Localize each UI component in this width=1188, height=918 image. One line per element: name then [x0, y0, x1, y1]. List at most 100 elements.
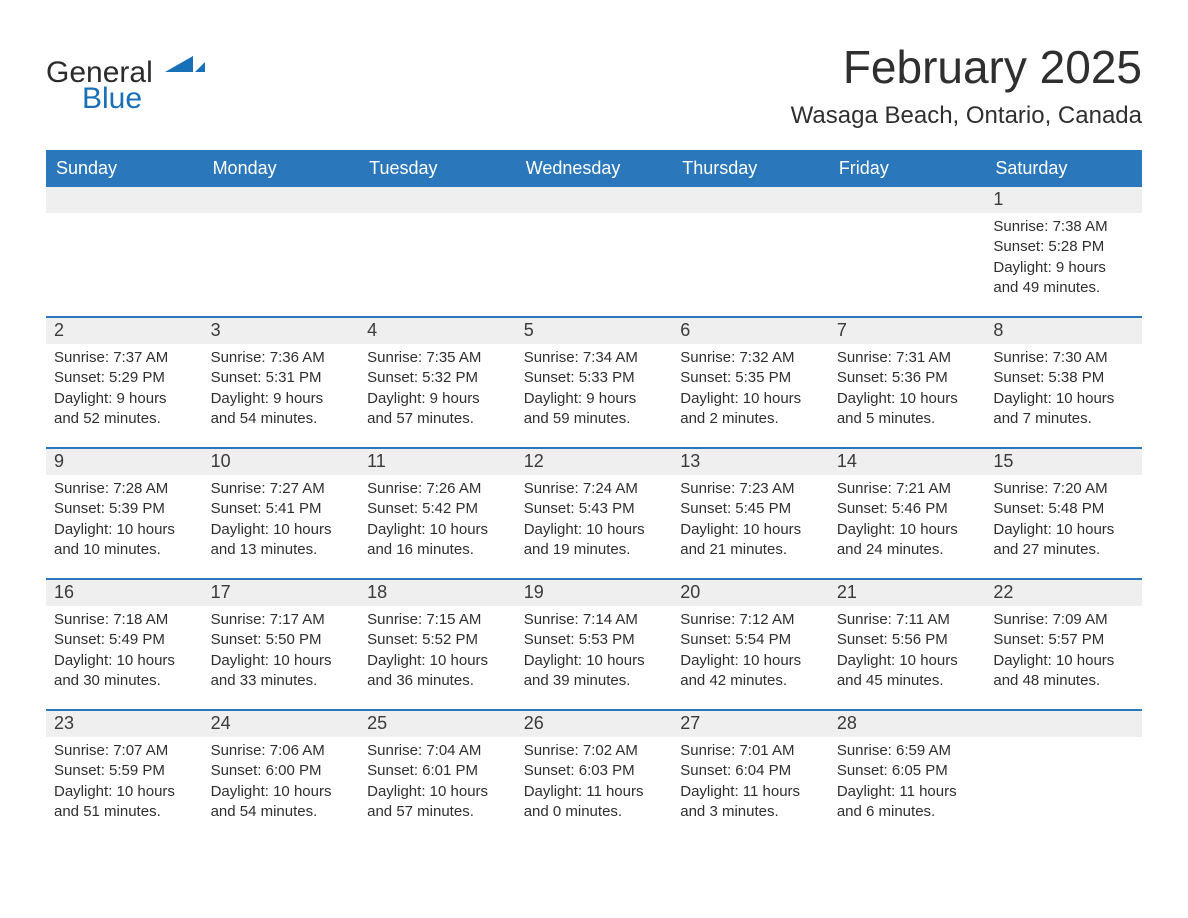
calendar-cell: 11Sunrise: 7:26 AMSunset: 5:42 PMDayligh…	[359, 449, 516, 579]
sunset-text: Sunset: 5:54 PM	[680, 630, 821, 650]
calendar-cell: 28Sunrise: 6:59 AMSunset: 6:05 PMDayligh…	[829, 711, 986, 841]
daylight-text: Daylight: 9 hours and 52 minutes.	[54, 389, 195, 430]
calendar-cell: 13Sunrise: 7:23 AMSunset: 5:45 PMDayligh…	[672, 449, 829, 579]
calendar-cell: 21Sunrise: 7:11 AMSunset: 5:56 PMDayligh…	[829, 580, 986, 710]
sunset-text: Sunset: 5:39 PM	[54, 499, 195, 519]
sunset-text: Sunset: 5:57 PM	[993, 630, 1134, 650]
calendar-cell	[829, 187, 986, 317]
day-number	[516, 187, 673, 213]
sunrise-text: Sunrise: 7:37 AM	[54, 348, 195, 368]
day-number: 14	[829, 449, 986, 475]
day-number: 16	[46, 580, 203, 606]
calendar-cell: 10Sunrise: 7:27 AMSunset: 5:41 PMDayligh…	[203, 449, 360, 579]
sunrise-text: Sunrise: 7:28 AM	[54, 479, 195, 499]
daylight-text: Daylight: 10 hours and 2 minutes.	[680, 389, 821, 430]
day-number: 11	[359, 449, 516, 475]
sunrise-text: Sunrise: 7:38 AM	[993, 217, 1134, 237]
title-block: February 2025 Wasaga Beach, Ontario, Can…	[791, 40, 1142, 142]
day-number: 8	[985, 318, 1142, 344]
sunset-text: Sunset: 5:29 PM	[54, 368, 195, 388]
day-details	[203, 213, 360, 293]
calendar-cell: 24Sunrise: 7:06 AMSunset: 6:00 PMDayligh…	[203, 711, 360, 841]
day-details: Sunrise: 7:15 AMSunset: 5:52 PMDaylight:…	[359, 606, 516, 701]
day-details	[672, 213, 829, 293]
day-details: Sunrise: 7:09 AMSunset: 5:57 PMDaylight:…	[985, 606, 1142, 701]
day-details: Sunrise: 7:32 AMSunset: 5:35 PMDaylight:…	[672, 344, 829, 439]
day-number: 4	[359, 318, 516, 344]
calendar-table: SundayMondayTuesdayWednesdayThursdayFrid…	[46, 150, 1142, 841]
sunset-text: Sunset: 5:43 PM	[524, 499, 665, 519]
day-details: Sunrise: 7:17 AMSunset: 5:50 PMDaylight:…	[203, 606, 360, 701]
calendar-week: 2Sunrise: 7:37 AMSunset: 5:29 PMDaylight…	[46, 318, 1142, 448]
day-number	[672, 187, 829, 213]
daylight-text: Daylight: 10 hours and 42 minutes.	[680, 651, 821, 692]
day-details: Sunrise: 7:18 AMSunset: 5:49 PMDaylight:…	[46, 606, 203, 701]
sunrise-text: Sunrise: 7:32 AM	[680, 348, 821, 368]
sunrise-text: Sunrise: 7:01 AM	[680, 741, 821, 761]
day-number: 9	[46, 449, 203, 475]
daylight-text: Daylight: 11 hours and 6 minutes.	[837, 782, 978, 823]
sunrise-text: Sunrise: 7:23 AM	[680, 479, 821, 499]
calendar-cell	[203, 187, 360, 317]
day-number: 7	[829, 318, 986, 344]
daylight-text: Daylight: 10 hours and 57 minutes.	[367, 782, 508, 823]
calendar-cell: 26Sunrise: 7:02 AMSunset: 6:03 PMDayligh…	[516, 711, 673, 841]
day-number: 10	[203, 449, 360, 475]
day-number: 27	[672, 711, 829, 737]
day-details: Sunrise: 7:20 AMSunset: 5:48 PMDaylight:…	[985, 475, 1142, 570]
day-details: Sunrise: 7:06 AMSunset: 6:00 PMDaylight:…	[203, 737, 360, 832]
calendar-cell	[516, 187, 673, 317]
day-details: Sunrise: 7:26 AMSunset: 5:42 PMDaylight:…	[359, 475, 516, 570]
sunrise-text: Sunrise: 7:04 AM	[367, 741, 508, 761]
logo: General Blue	[46, 40, 205, 114]
daylight-text: Daylight: 10 hours and 39 minutes.	[524, 651, 665, 692]
daylight-text: Daylight: 10 hours and 54 minutes.	[211, 782, 352, 823]
day-number	[46, 187, 203, 213]
day-details	[829, 213, 986, 293]
daylight-text: Daylight: 10 hours and 36 minutes.	[367, 651, 508, 692]
sunset-text: Sunset: 5:53 PM	[524, 630, 665, 650]
daylight-text: Daylight: 9 hours and 57 minutes.	[367, 389, 508, 430]
calendar-cell: 14Sunrise: 7:21 AMSunset: 5:46 PMDayligh…	[829, 449, 986, 579]
daylight-text: Daylight: 10 hours and 33 minutes.	[211, 651, 352, 692]
calendar-cell: 15Sunrise: 7:20 AMSunset: 5:48 PMDayligh…	[985, 449, 1142, 579]
day-header: Wednesday	[516, 150, 673, 187]
daylight-text: Daylight: 9 hours and 49 minutes.	[993, 258, 1134, 299]
sunrise-text: Sunrise: 7:14 AM	[524, 610, 665, 630]
day-details: Sunrise: 7:30 AMSunset: 5:38 PMDaylight:…	[985, 344, 1142, 439]
calendar-week: 23Sunrise: 7:07 AMSunset: 5:59 PMDayligh…	[46, 711, 1142, 841]
sunset-text: Sunset: 6:00 PM	[211, 761, 352, 781]
calendar-cell: 8Sunrise: 7:30 AMSunset: 5:38 PMDaylight…	[985, 318, 1142, 448]
sunset-text: Sunset: 5:32 PM	[367, 368, 508, 388]
logo-text: General Blue	[46, 50, 205, 114]
day-number	[985, 711, 1142, 737]
day-number: 12	[516, 449, 673, 475]
sunrise-text: Sunrise: 7:31 AM	[837, 348, 978, 368]
calendar-cell	[359, 187, 516, 317]
daylight-text: Daylight: 10 hours and 27 minutes.	[993, 520, 1134, 561]
day-details	[516, 213, 673, 293]
calendar-cell: 16Sunrise: 7:18 AMSunset: 5:49 PMDayligh…	[46, 580, 203, 710]
sunrise-text: Sunrise: 7:07 AM	[54, 741, 195, 761]
day-details: Sunrise: 7:21 AMSunset: 5:46 PMDaylight:…	[829, 475, 986, 570]
day-number: 26	[516, 711, 673, 737]
sunset-text: Sunset: 5:33 PM	[524, 368, 665, 388]
day-header: Saturday	[985, 150, 1142, 187]
sunrise-text: Sunrise: 7:06 AM	[211, 741, 352, 761]
logo-flag-icon	[165, 52, 205, 82]
day-details: Sunrise: 7:38 AMSunset: 5:28 PMDaylight:…	[985, 213, 1142, 308]
daylight-text: Daylight: 9 hours and 59 minutes.	[524, 389, 665, 430]
calendar-cell	[46, 187, 203, 317]
calendar-cell: 4Sunrise: 7:35 AMSunset: 5:32 PMDaylight…	[359, 318, 516, 448]
sunrise-text: Sunrise: 7:09 AM	[993, 610, 1134, 630]
day-details: Sunrise: 7:36 AMSunset: 5:31 PMDaylight:…	[203, 344, 360, 439]
sunrise-text: Sunrise: 7:12 AM	[680, 610, 821, 630]
day-number: 1	[985, 187, 1142, 213]
sunrise-text: Sunrise: 7:18 AM	[54, 610, 195, 630]
sunset-text: Sunset: 6:03 PM	[524, 761, 665, 781]
day-details: Sunrise: 7:24 AMSunset: 5:43 PMDaylight:…	[516, 475, 673, 570]
calendar-cell: 18Sunrise: 7:15 AMSunset: 5:52 PMDayligh…	[359, 580, 516, 710]
sunrise-text: Sunrise: 7:17 AM	[211, 610, 352, 630]
sunset-text: Sunset: 5:31 PM	[211, 368, 352, 388]
day-number	[829, 187, 986, 213]
